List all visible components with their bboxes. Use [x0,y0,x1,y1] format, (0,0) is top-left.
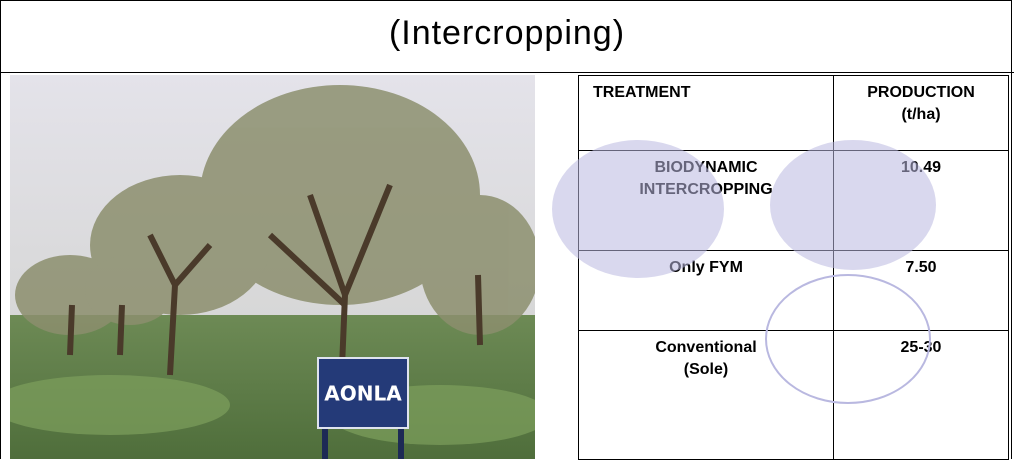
production-cell: 10.49 [834,151,1009,251]
title-rule [0,72,1014,73]
header-cell: PRODUCTION (t/ha) [834,76,1009,151]
table-row: Conventional (Sole) 25-30 [579,331,1009,460]
header-text: PRODUCTION (t/ha) [851,82,991,126]
treatment-cell: Conventional (Sole) [579,331,834,460]
table-header: TREATMENT PRODUCTION (t/ha) [579,76,1009,151]
table-row: BIODYNAMIC INTERCROPPING 10.49 [579,151,1009,251]
cell-text: BIODYNAMIC INTERCROPPING [616,157,796,201]
table-row: Only FYM 7.50 [579,251,1009,331]
production-table: TREATMENT PRODUCTION (t/ha) BIODYNAMIC I… [578,75,1009,460]
sign-text: AONLA [324,382,402,406]
header-cell: TREATMENT [579,76,834,151]
production-cell: 25-30 [834,331,1009,460]
photo: AONLA [10,75,535,459]
slide-title: (Intercropping) [0,14,1014,53]
treatment-cell: BIODYNAMIC INTERCROPPING [579,151,834,251]
slide: (Intercropping) AONLA TREATMENT PRODUCTI… [0,0,1014,459]
cell-text: Conventional (Sole) [636,337,776,381]
production-cell: 7.50 [834,251,1009,331]
treatment-cell: Only FYM [579,251,834,331]
